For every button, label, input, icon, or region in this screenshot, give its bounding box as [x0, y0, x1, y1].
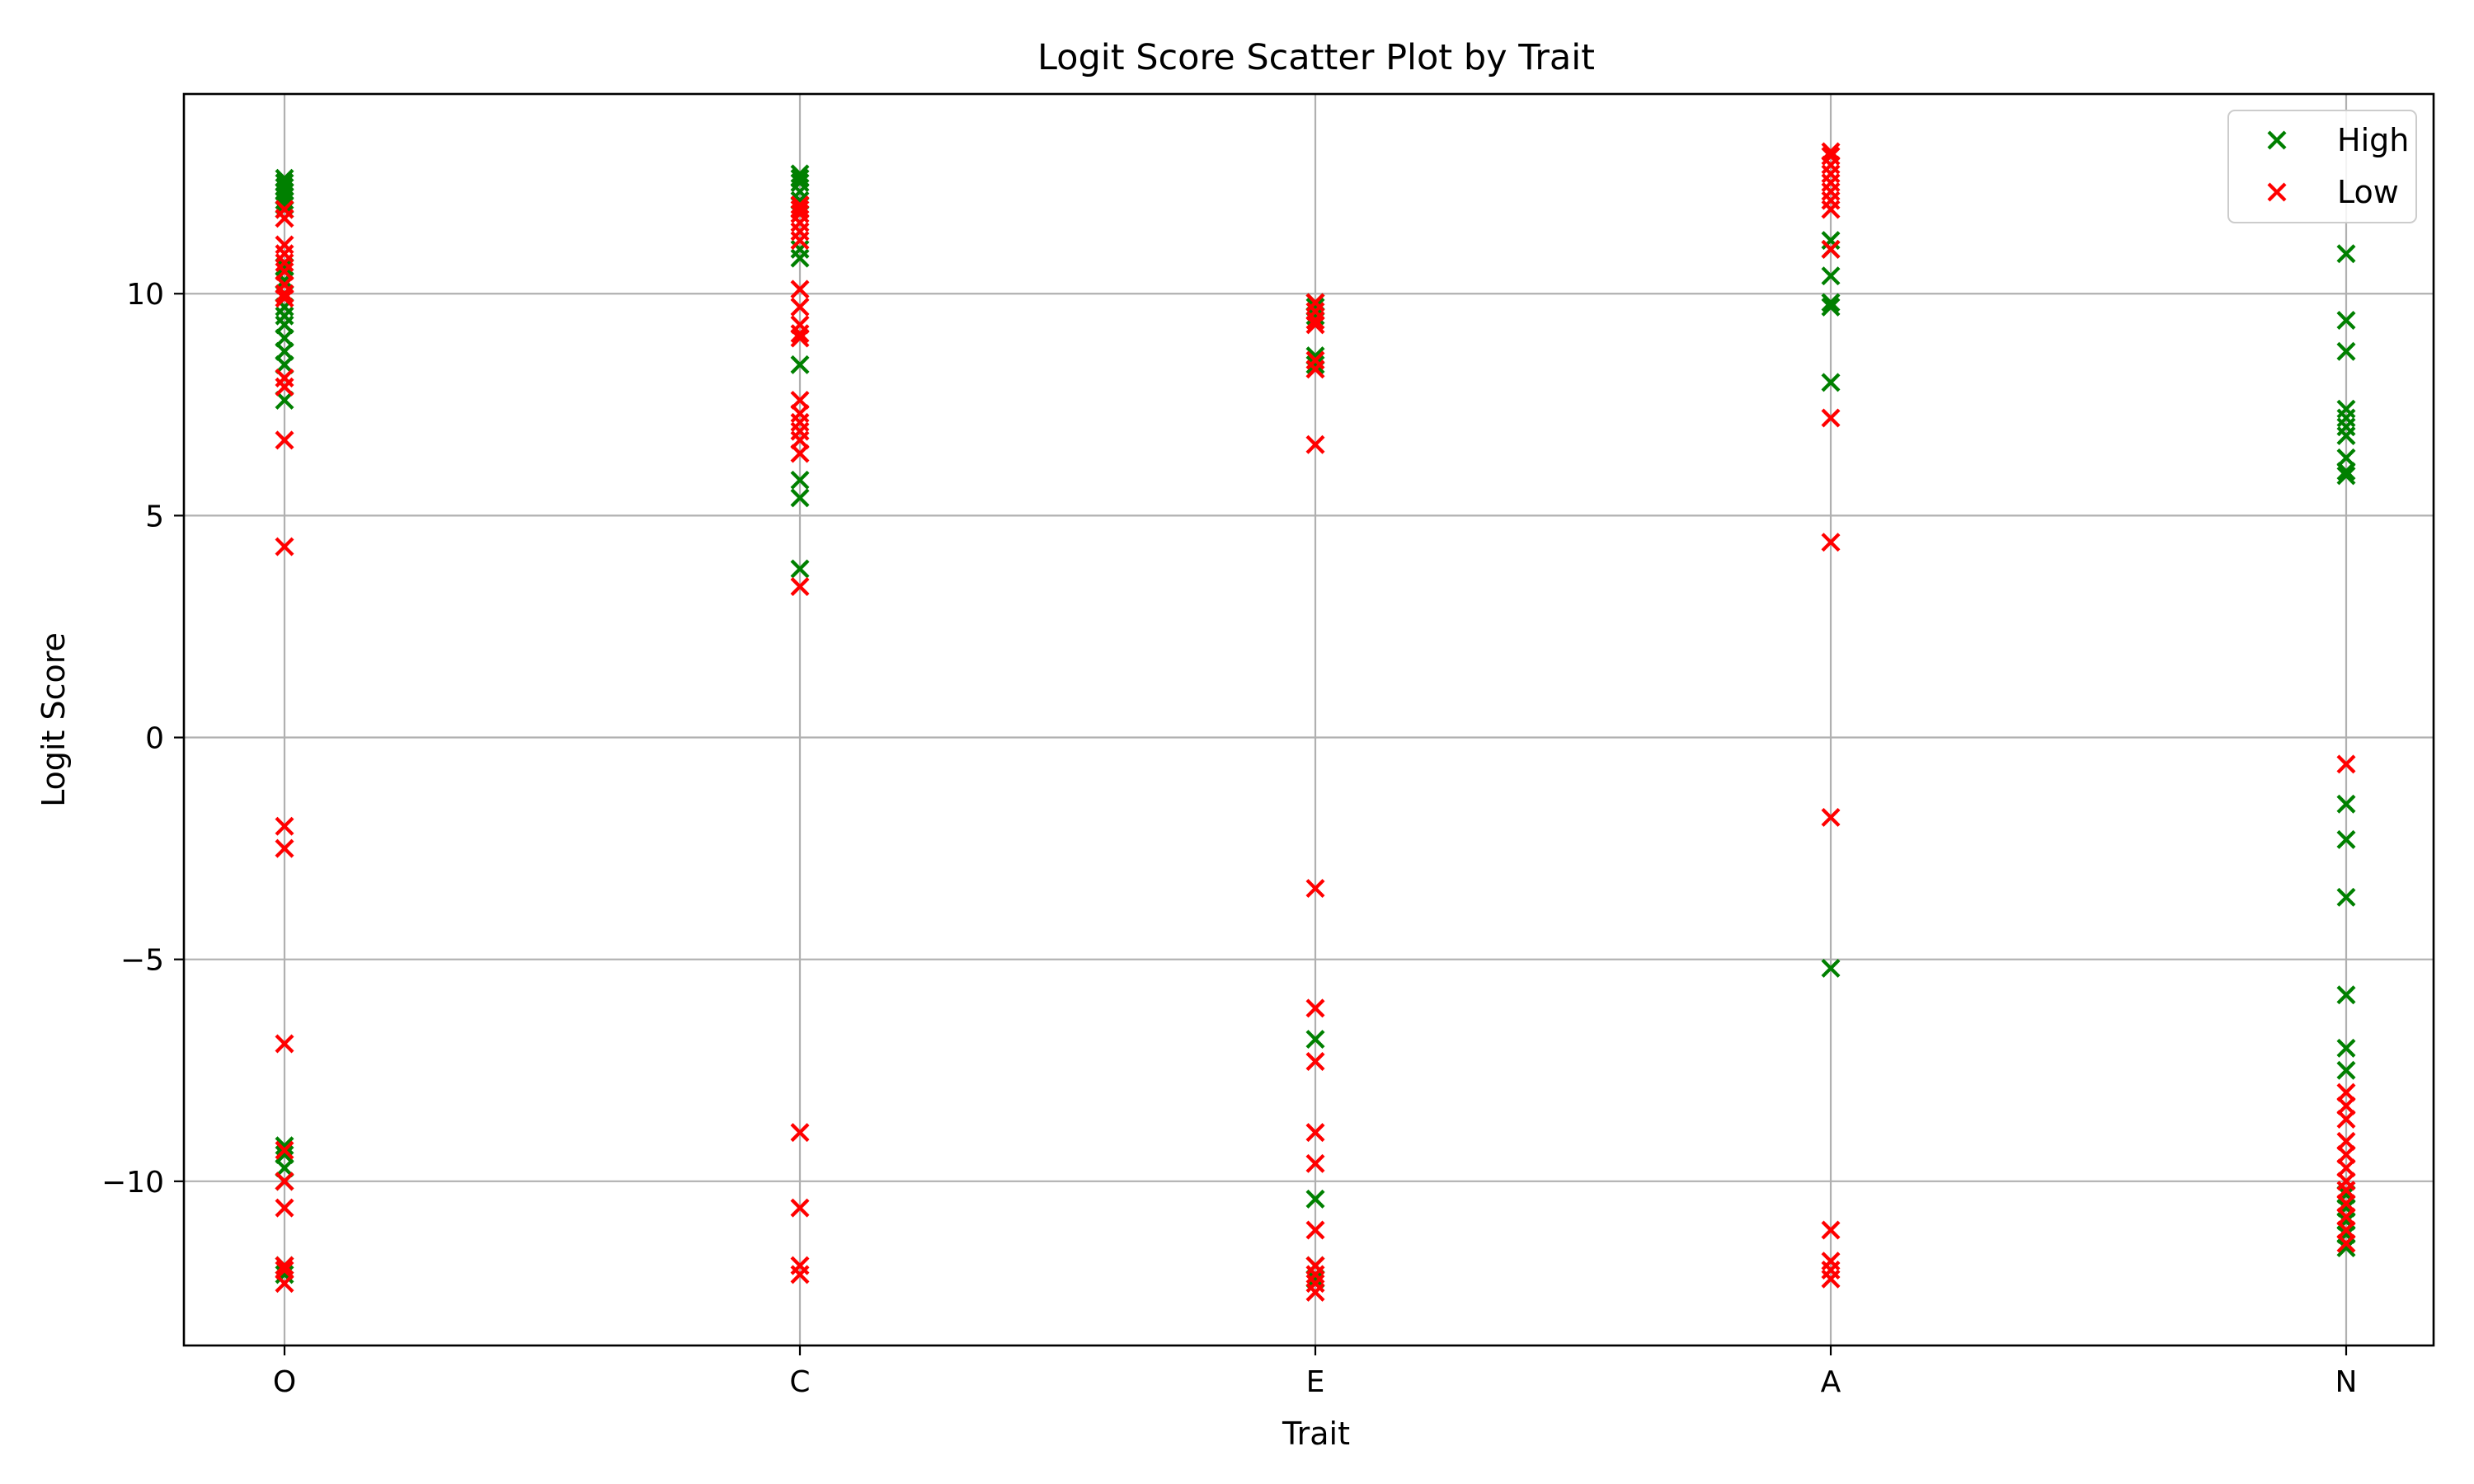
x-axis-label: Trait: [1282, 1416, 1350, 1452]
point-low-39: [790, 577, 810, 596]
y-tick-label-5: 5: [145, 500, 164, 533]
point-low-50: [1305, 434, 1325, 454]
point-low-14: [275, 838, 294, 858]
point-low-43: [790, 1265, 810, 1284]
point-high-66: [2336, 1060, 2356, 1080]
point-low-55: [1305, 1153, 1325, 1173]
point-low-27: [790, 231, 810, 251]
point-low-29: [790, 297, 810, 317]
point-low-70: [1821, 408, 1841, 428]
point-high-47: [1821, 293, 1841, 312]
point-low-80: [2336, 1109, 2356, 1129]
point-low-52: [1305, 998, 1325, 1018]
point-high-53: [2336, 341, 2356, 361]
point-low-1: [275, 209, 294, 228]
point-low-21: [275, 1274, 294, 1294]
point-low-72: [1821, 807, 1841, 827]
point-high-62: [2336, 829, 2356, 849]
point-high-60: [2336, 466, 2356, 486]
point-low-40: [790, 1123, 810, 1143]
point-low-60: [1305, 1282, 1325, 1302]
y-axis-label: Logit Score: [35, 632, 72, 807]
point-high-52: [2336, 311, 2356, 331]
point-high-51: [2336, 244, 2356, 264]
point-high-64: [2336, 985, 2356, 1005]
data-points: [275, 142, 2356, 1302]
point-low-71: [1821, 533, 1841, 552]
point-low-28: [790, 279, 810, 299]
point-high-65: [2336, 1038, 2356, 1058]
point-low-7: [275, 284, 294, 303]
point-low-8: [275, 289, 294, 308]
point-high-59: [2336, 462, 2356, 481]
point-low-38: [790, 444, 810, 463]
point-high-39: [1305, 355, 1325, 374]
point-low-56: [1305, 1220, 1325, 1240]
point-low-53: [1305, 1052, 1325, 1071]
x-tick-label-N: N: [2335, 1365, 2358, 1399]
y-tick-label-10: 10: [126, 278, 164, 312]
point-low-12: [275, 537, 294, 556]
point-low-73: [1821, 1220, 1841, 1240]
point-high-46: [1821, 266, 1841, 286]
point-high-41: [1305, 1189, 1325, 1209]
point-high-33: [790, 488, 810, 508]
point-low-41: [790, 1198, 810, 1218]
point-low-32: [790, 328, 810, 348]
point-low-31: [790, 324, 810, 344]
point-low-69: [1821, 239, 1841, 259]
x-tick-label-O: O: [273, 1365, 296, 1399]
legend-cross-low: [2267, 182, 2287, 202]
point-high-71: [2336, 1238, 2356, 1258]
point-high-49: [1821, 373, 1841, 392]
legend-marker-high: [2267, 130, 2287, 150]
chart-title: Logit Score Scatter Plot by Trait: [1037, 37, 1595, 78]
point-low-77: [2336, 754, 2356, 774]
point-low-17: [275, 1172, 294, 1191]
legend-marker-low: [2267, 182, 2287, 202]
point-high-57: [2336, 426, 2356, 445]
point-high-50: [1821, 958, 1841, 978]
point-low-54: [1305, 1123, 1325, 1143]
x-tick-label-A: A: [1821, 1365, 1841, 1399]
point-low-10: [275, 377, 294, 397]
point-high-61: [2336, 794, 2356, 814]
legend: High Low: [2227, 110, 2417, 223]
point-low-49: [1305, 359, 1325, 379]
point-low-15: [275, 1034, 294, 1054]
x-tick-label-C: C: [789, 1365, 810, 1399]
point-low-13: [275, 816, 294, 836]
point-high-40: [1305, 1030, 1325, 1050]
legend-label-low: Low: [2337, 174, 2399, 210]
point-high-31: [790, 355, 810, 374]
point-low-46: [1305, 311, 1325, 331]
point-low-19: [275, 1256, 294, 1275]
point-low-18: [275, 1198, 294, 1218]
point-high-30: [790, 248, 810, 268]
point-high-32: [790, 470, 810, 490]
y-tick-label--10: −10: [101, 1166, 164, 1200]
y-tick-label-0: 0: [145, 722, 164, 756]
point-high-48: [1821, 297, 1841, 317]
legend-label-high: High: [2337, 122, 2409, 158]
point-low-68: [1821, 200, 1841, 219]
y-tick-label--5: −5: [120, 944, 164, 978]
legend-cross-high: [2267, 130, 2287, 150]
point-high-63: [2336, 887, 2356, 907]
point-low-11: [275, 430, 294, 450]
x-tick-label-E: E: [1306, 1365, 1325, 1399]
point-low-89: [2336, 1233, 2356, 1253]
axis-ticks: O C E A N −10 −5 0 5 10: [101, 278, 2357, 1399]
series-low: [275, 142, 2356, 1302]
point-low-76: [1821, 1269, 1841, 1289]
point-low-51: [1305, 879, 1325, 899]
plot-area-frame: [182, 92, 2435, 1347]
point-low-16: [275, 1140, 294, 1160]
point-low-47: [1305, 315, 1325, 335]
point-high-34: [790, 559, 810, 579]
